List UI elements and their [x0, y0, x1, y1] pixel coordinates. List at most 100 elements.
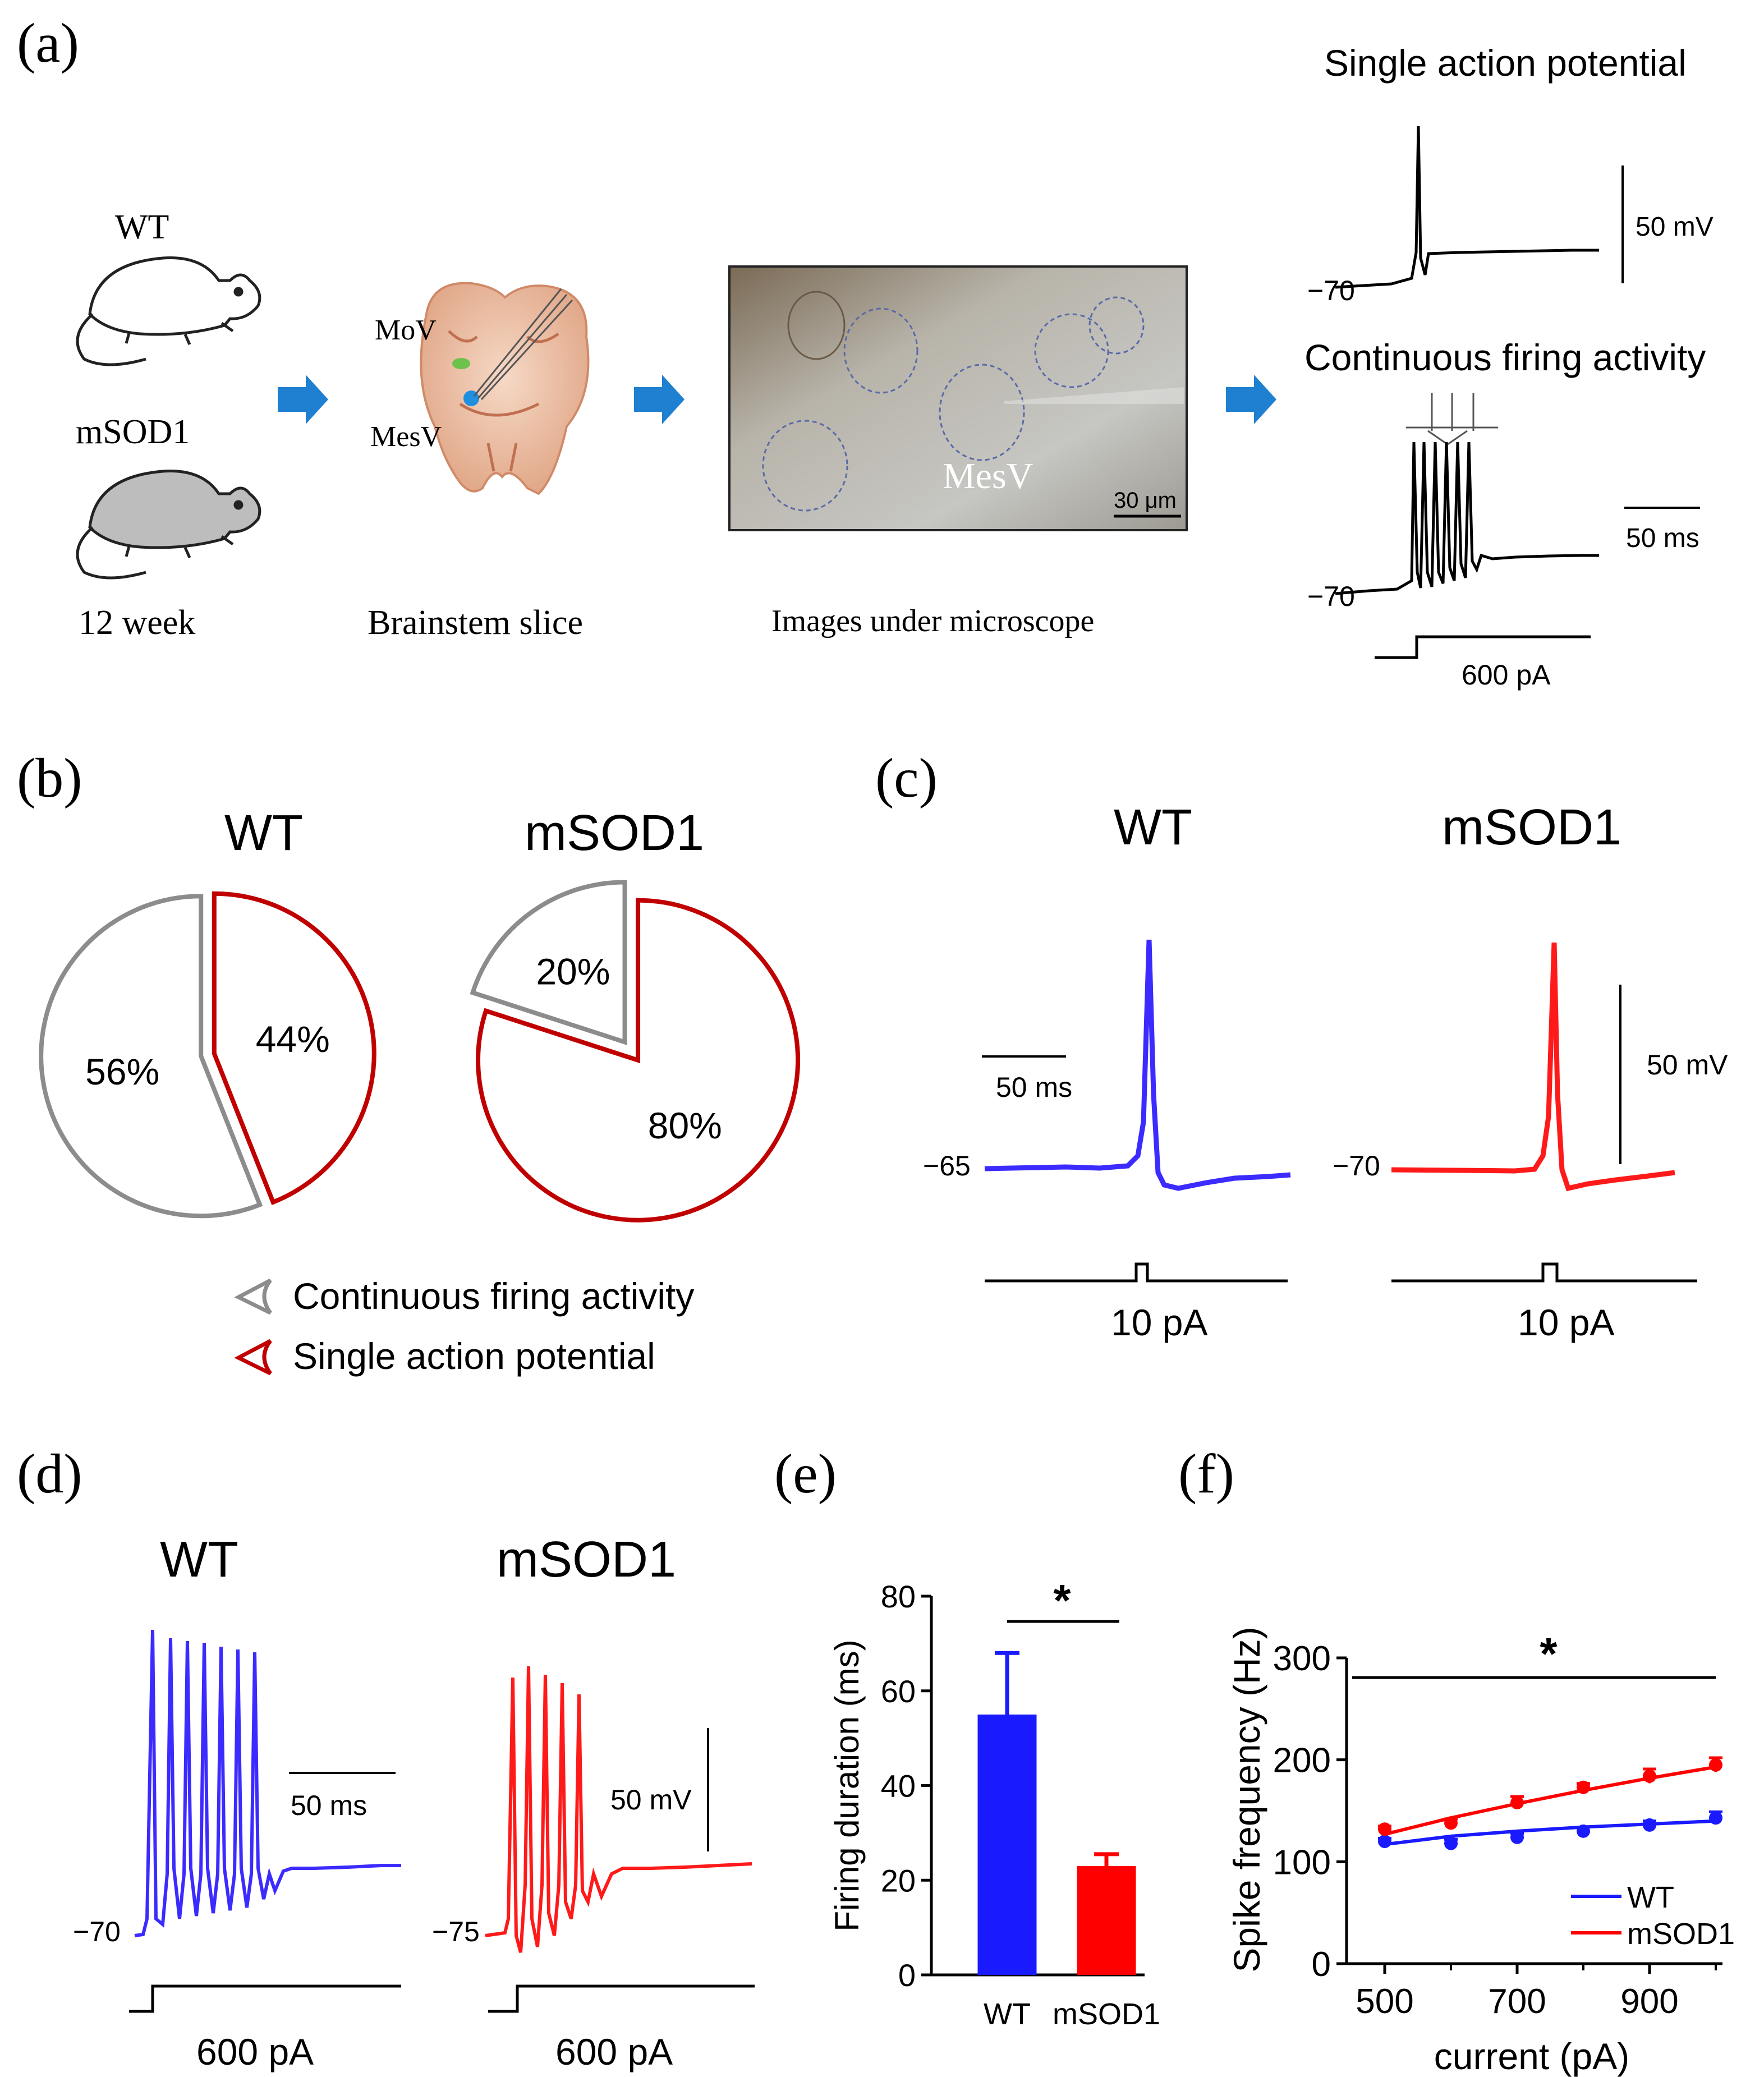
- f-point-wt: [1709, 1811, 1722, 1825]
- c-wt-stimulus: [985, 1262, 1288, 1283]
- f-y-tick-label: 200: [1273, 1741, 1331, 1780]
- continuous-time-label: 50 ms: [1626, 523, 1699, 553]
- f-x-tick-label: 500: [1356, 1982, 1413, 2021]
- e-y-tick-label: 0: [898, 1957, 916, 1993]
- legend-single-label: Single action potential: [293, 1335, 655, 1377]
- pie-slice-msod1-single: [476, 898, 801, 1223]
- age-label: 12 week: [79, 604, 195, 642]
- spike-marker-arrows: [1406, 393, 1498, 445]
- f-point-msod1: [1709, 1758, 1722, 1772]
- single-ap-trace: [1335, 126, 1599, 289]
- brainstem-slice-image: MoV MesV: [370, 282, 590, 495]
- panel-b: WT mSOD1 56% 44% 20% 80% Continuous firing …: [39, 805, 801, 1377]
- f-y-tick-label: 300: [1273, 1639, 1331, 1678]
- slice-caption: Brainstem slice: [368, 604, 583, 642]
- e-bar-msod1: [1077, 1865, 1136, 1975]
- panel-label-d: (d): [17, 1442, 82, 1505]
- mouse-msod1-label: mSOD1: [76, 413, 190, 451]
- single-ap-volt-label: 50 mV: [1636, 212, 1714, 242]
- d-msod1-stimulus: [488, 1984, 755, 2013]
- f-point-msod1: [1510, 1795, 1524, 1809]
- continuous-trace: [1335, 442, 1599, 595]
- pie-value-label: 80%: [648, 1105, 722, 1146]
- e-y-tick-label: 60: [881, 1674, 916, 1709]
- mouse-wt-label: WT: [115, 208, 169, 246]
- slice-mov-label: MoV: [375, 314, 437, 346]
- f-point-msod1: [1378, 1822, 1391, 1836]
- d-wt-title: WT: [160, 1532, 238, 1588]
- c-msod1-current-label: 10 pA: [1518, 1302, 1614, 1343]
- f-x-label: current (pA): [1434, 2035, 1629, 2077]
- f-fit-line-msod1: [1384, 1765, 1716, 1836]
- e-significance-star: *: [1053, 1575, 1071, 1625]
- f-y-tick-label: 100: [1273, 1843, 1331, 1882]
- continuous-current-label: 600 pA: [1462, 659, 1551, 691]
- f-point-msod1: [1577, 1780, 1590, 1794]
- microscope-image: MesV 30 μm: [728, 265, 1188, 531]
- d-msod1-trace: [485, 1666, 752, 1953]
- f-point-wt: [1643, 1818, 1656, 1832]
- f-x-tick-label: 700: [1488, 1982, 1546, 2021]
- c-wt-rest-label: −65: [923, 1150, 971, 1182]
- micro-mesv-label: MesV: [943, 456, 1033, 497]
- d-wt-trace: [134, 1629, 401, 1937]
- pie-wt-title: WT: [224, 805, 303, 861]
- f-point-wt: [1378, 1835, 1391, 1848]
- f-legend-label: mSOD1: [1627, 1917, 1735, 1951]
- pie-slice-wt-continuous: [39, 894, 263, 1219]
- e-x-tick-label: WT: [984, 1997, 1031, 2031]
- f-x-tick-label: 900: [1620, 1982, 1678, 2021]
- legend-single-icon: [234, 1339, 272, 1376]
- f-legend-label: WT: [1627, 1881, 1674, 1914]
- pie-slice-wt-single: [212, 891, 376, 1205]
- c-msod1-title: mSOD1: [1442, 799, 1621, 856]
- d-time-label: 50 ms: [291, 1790, 367, 1821]
- pie-value-label: 44%: [256, 1018, 330, 1060]
- f-point-wt: [1444, 1836, 1458, 1850]
- arrow-icon: [634, 375, 685, 424]
- pie-msod1-title: mSOD1: [525, 805, 704, 861]
- mouse-msod1-icon: [76, 470, 261, 580]
- continuous-stimulus: [1375, 635, 1591, 659]
- d-wt-current-label: 600 pA: [196, 2031, 314, 2073]
- c-msod1-stimulus: [1391, 1262, 1697, 1283]
- single-ap-title: Single action potential: [1324, 42, 1687, 84]
- c-wt-title: WT: [1114, 799, 1192, 856]
- e-y-tick-label: 20: [881, 1863, 916, 1898]
- d-msod1-title: mSOD1: [497, 1532, 676, 1588]
- c-time-label: 50 ms: [996, 1072, 1072, 1103]
- c-msod1-rest-label: −70: [1333, 1150, 1380, 1182]
- panel-a: WT mSOD1 12 week MoV: [76, 42, 1714, 691]
- panel-c: WT mSOD1 50 ms −65 10 pA −70 50 mV 10 pA: [923, 799, 1728, 1343]
- c-wt-trace: [984, 939, 1291, 1191]
- f-point-msod1: [1643, 1769, 1656, 1783]
- e-bar-wt: [977, 1714, 1037, 1975]
- f-point-wt: [1577, 1824, 1590, 1838]
- panel-label-e: (e): [774, 1442, 837, 1505]
- pie-value-label: 20%: [536, 951, 610, 992]
- micro-caption: Images under microscope: [771, 604, 1094, 638]
- d-wt-rest-label: −70: [73, 1916, 121, 1947]
- d-msod1-rest-label: −75: [432, 1916, 480, 1947]
- pie-value-label: 56%: [85, 1051, 159, 1092]
- panel-label-b: (b): [17, 747, 82, 809]
- pie-charts: 56% 44% 20% 80%: [39, 880, 801, 1223]
- panel-label-a: (a): [17, 12, 79, 74]
- f-point-msod1: [1444, 1816, 1458, 1830]
- arrow-icon: [1226, 375, 1276, 424]
- panel-label-f: (f): [1178, 1442, 1234, 1505]
- e-x-tick-label: mSOD1: [1053, 1997, 1160, 2031]
- legend-continuous-icon: [234, 1278, 272, 1315]
- continuous-rest-label: −70: [1307, 581, 1355, 612]
- legend-continuous-label: Continuous firing activity: [293, 1275, 694, 1317]
- mouse-wt-icon: [76, 256, 261, 366]
- panel-label-c: (c): [875, 747, 938, 809]
- pie-slice-msod1-continuous: [470, 880, 627, 1045]
- f-fit-line-wt: [1384, 1819, 1716, 1846]
- e-y-tick-label: 80: [881, 1579, 916, 1614]
- e-y-tick-label: 40: [881, 1768, 916, 1804]
- d-wt-stimulus: [129, 1984, 401, 2013]
- d-volt-label: 50 mV: [610, 1784, 692, 1816]
- single-ap-rest-label: −70: [1307, 275, 1355, 306]
